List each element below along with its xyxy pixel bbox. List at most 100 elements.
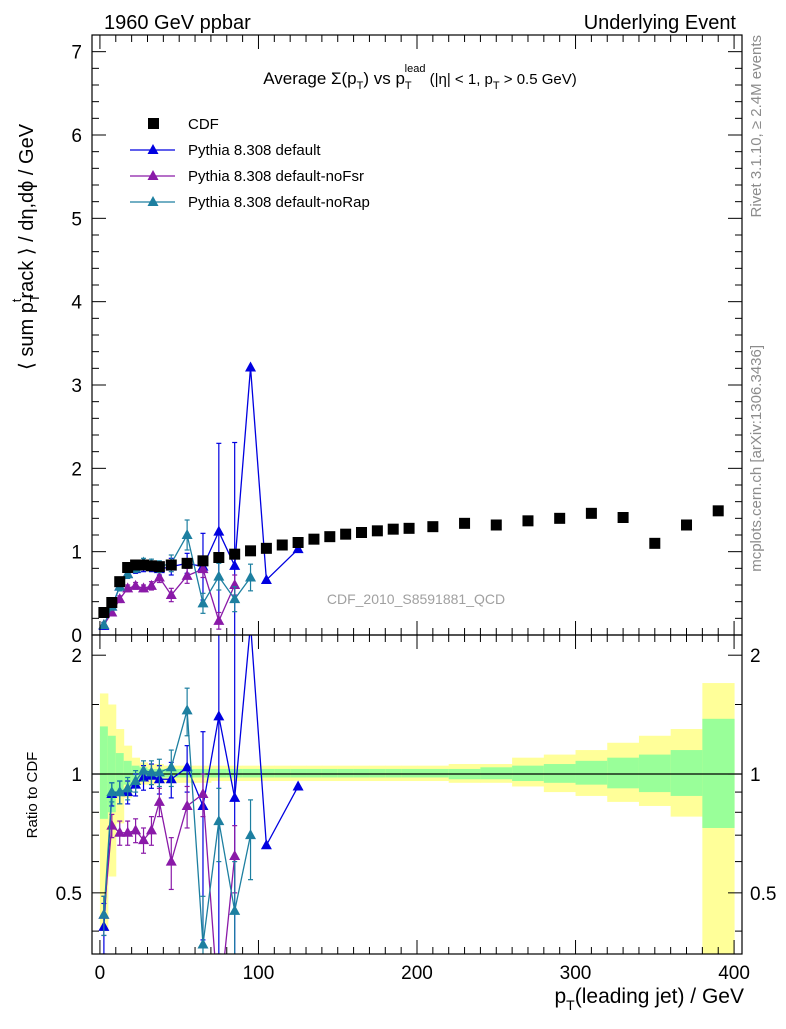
ratio-band-green xyxy=(512,765,545,782)
main-nofsr-point xyxy=(145,579,157,590)
ratio-band-green xyxy=(638,754,672,793)
ratio-series-layer xyxy=(98,618,304,1016)
legend: CDF Pythia 8.308 default Pythia 8.308 de… xyxy=(130,116,370,211)
ratio-norap-point xyxy=(245,829,257,840)
main-cdf-point xyxy=(356,527,368,538)
main-cdf-point xyxy=(153,561,165,573)
main-cdf-point xyxy=(459,517,471,529)
ratio-band-green xyxy=(274,768,291,778)
ratio-band-green xyxy=(306,768,323,778)
main-y-tick-label: 5 xyxy=(71,209,82,230)
ratio-band-green xyxy=(258,768,275,778)
ratio-default-point xyxy=(181,761,193,772)
ratio-norap-point xyxy=(181,704,193,715)
legend-label-cdf: CDF xyxy=(188,116,219,133)
main-cdf-point xyxy=(522,515,534,527)
ratio-axis-ticks: 0.5 0.5 1 1 2 2 0 100 200 300 400 xyxy=(56,635,776,984)
ratio-band-green xyxy=(670,750,703,796)
main-norap-point xyxy=(98,619,110,629)
ratio-y-tick-label-left: 2 xyxy=(71,646,82,667)
legend-marker-nofsr xyxy=(147,170,159,180)
main-cdf-point xyxy=(181,557,193,569)
ratio-uncertainty-bands xyxy=(99,683,735,954)
legend-label-default: Pythia 8.308 default xyxy=(188,142,321,159)
x-tick-label: 100 xyxy=(243,963,275,984)
main-y-tick-label: 3 xyxy=(71,376,82,397)
main-cdf-point xyxy=(649,537,661,549)
ratio-default-point xyxy=(260,839,272,850)
ratio-y-tick-label-right: 2 xyxy=(750,646,761,667)
main-default-point xyxy=(260,574,272,584)
main-cdf-point xyxy=(340,528,352,540)
ratio-band-green xyxy=(290,768,307,778)
ratio-band-green xyxy=(337,768,355,778)
x-tick-label: 400 xyxy=(718,963,750,984)
main-cdf-point xyxy=(145,560,157,572)
ratio-band-green xyxy=(385,768,402,778)
ratio-nofsr-point xyxy=(153,795,165,806)
title-part-d: > 0.5 GeV) xyxy=(500,71,577,88)
main-nofsr-point xyxy=(213,614,225,625)
ratio-band-green xyxy=(480,767,513,780)
rivet-label: Rivet 3.1.10, ≥ 2.4M events xyxy=(748,35,765,218)
ratio-band-green xyxy=(575,760,608,785)
main-nofsr-point xyxy=(229,579,241,589)
main-nofsr-point xyxy=(130,579,142,590)
ratio-y-tick-label-right: 1 xyxy=(750,765,761,786)
ratio-band-green xyxy=(123,760,133,785)
xlabel-sub: T xyxy=(566,997,575,1013)
ratio-nofsr-line xyxy=(103,792,236,954)
ratio-default-point xyxy=(292,780,304,791)
main-cdf-point xyxy=(98,607,110,618)
ratio-norap-point xyxy=(114,786,126,797)
x-tick-label: 300 xyxy=(560,963,592,984)
xlabel-part-b: (leading jet) / GeV xyxy=(575,985,744,1008)
main-cdf-point xyxy=(122,562,134,573)
main-panel: 0 1 2 3 4 5 6 7 CDF_2010_S8591881_QCD Average Σ… xyxy=(9,34,743,647)
main-y-axis-label: ⟨ sum pTtrack ⟩ / dη,dϕ / GeV xyxy=(9,123,42,370)
main-y-tick-label: 1 xyxy=(71,543,82,564)
main-cdf-point xyxy=(324,531,336,543)
ratio-nofsr-point xyxy=(114,826,126,837)
main-cdf-point xyxy=(138,559,150,571)
ratio-norap-point xyxy=(138,764,150,775)
main-cdf-point xyxy=(213,552,225,563)
title-sub-c: T xyxy=(493,80,500,92)
main-y-tick-label: 6 xyxy=(71,126,82,147)
main-cdf-point xyxy=(490,519,502,531)
main-cdf-point xyxy=(260,542,272,554)
legend-marker-cdf xyxy=(148,118,159,129)
main-cdf-point xyxy=(617,512,629,523)
main-cdf-point xyxy=(712,505,724,517)
main-watermark: CDF_2010_S8591881_QCD xyxy=(327,591,505,607)
ratio-nofsr-point xyxy=(213,1006,224,1016)
main-cdf-point xyxy=(371,525,383,537)
ratio-default-point xyxy=(245,618,256,628)
main-cdf-point xyxy=(403,522,415,534)
main-nofsr-point xyxy=(181,569,193,580)
title-sub-a: T xyxy=(357,80,364,92)
main-cdf-point xyxy=(585,507,597,519)
ratio-norap-point xyxy=(145,766,157,777)
x-tick-label: 200 xyxy=(401,963,433,984)
ratio-nofsr-point xyxy=(145,824,157,835)
main-cdf-point xyxy=(292,537,304,548)
ratio-y-tick-label-left: 1 xyxy=(71,765,82,786)
main-norap-line xyxy=(103,533,252,626)
main-norap-point xyxy=(197,597,209,608)
main-cdf-point xyxy=(554,512,566,524)
legend-marker-norap xyxy=(147,196,159,206)
main-cdf-point xyxy=(245,545,257,557)
main-y-tick-label: 0 xyxy=(71,626,82,647)
ratio-nofsr-point xyxy=(130,824,142,835)
title-part-c: (|η| < 1, p xyxy=(425,71,492,88)
main-nofsr-point xyxy=(153,571,165,582)
ratio-norap-point xyxy=(106,786,118,797)
ratio-panel: 0.5 0.51 12 20 100 200 300 400 Ratio to CDF pT(… xyxy=(24,618,776,1016)
ylabel-sup: t xyxy=(9,298,24,302)
ratio-band-green xyxy=(242,768,259,778)
main-title: Average Σ(pT) vs pTlead (|η| < 1, pT > 0… xyxy=(263,63,576,92)
x-tick-label: 0 xyxy=(95,963,106,984)
x-axis-label: pT(leading jet) / GeV xyxy=(554,985,744,1013)
